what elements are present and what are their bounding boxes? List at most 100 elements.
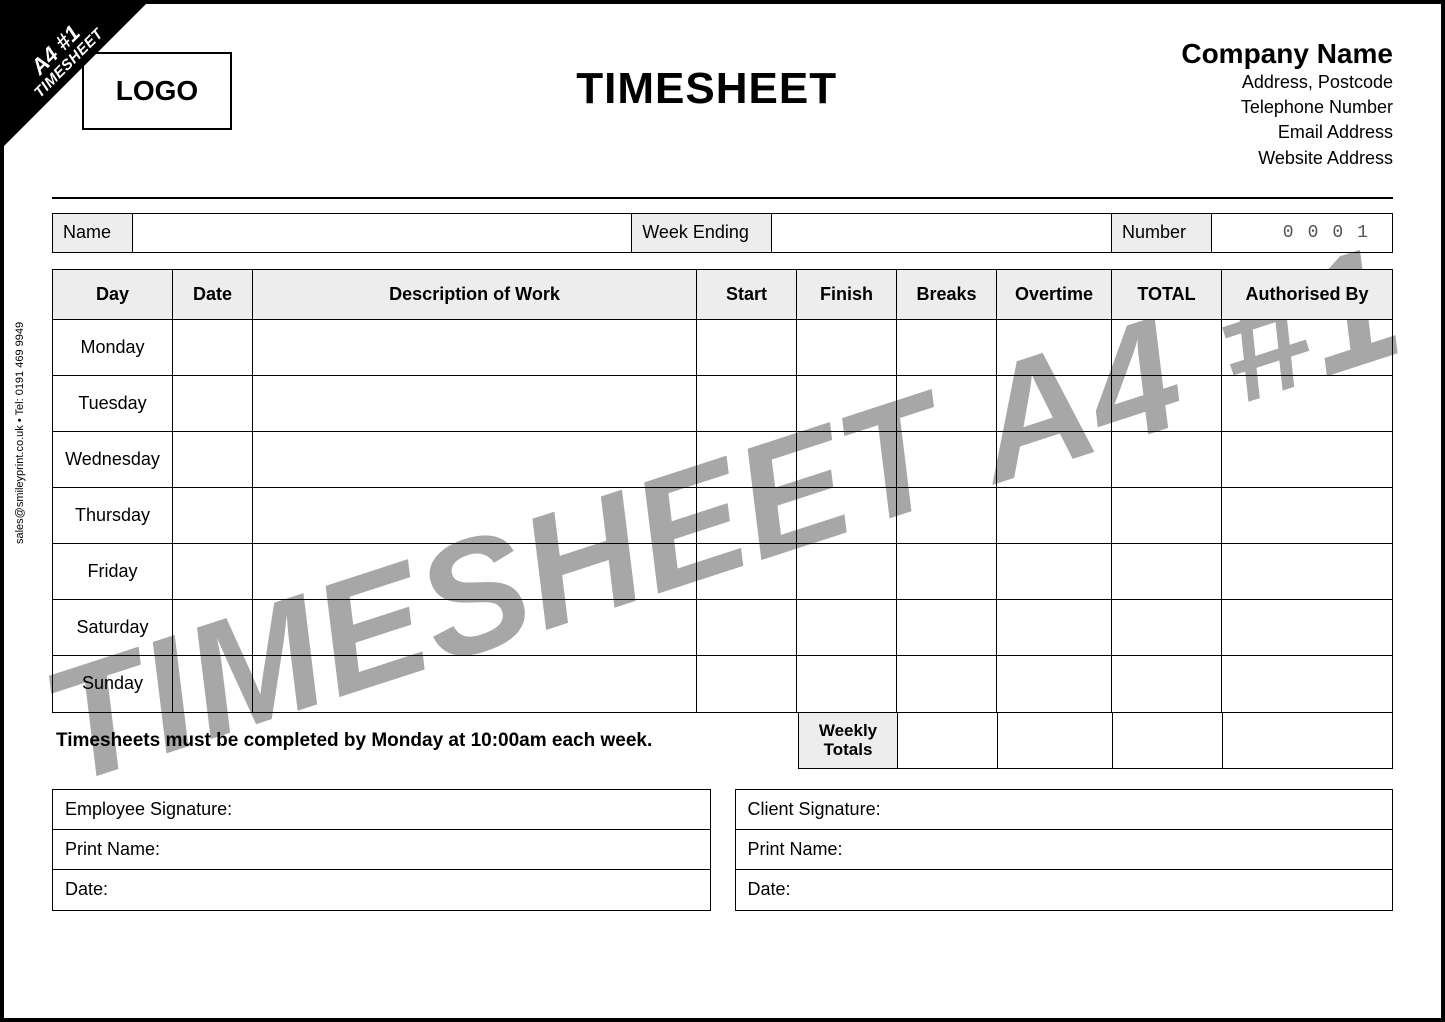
printer-sidetext: sales@smileyprint.co.uk • Tel: 0191 469 … [14,322,26,544]
cell-tuesday-description-of-work[interactable] [253,376,697,432]
cell-saturday-date[interactable] [173,600,253,656]
header-row: LOGO TIMESHEET Company Name Address, Pos… [52,34,1393,171]
cell-thursday-finish[interactable] [797,488,897,544]
cell-sunday-finish[interactable] [797,656,897,712]
weekly-total-overtime[interactable] [998,713,1113,769]
cell-thursday-breaks[interactable] [897,488,997,544]
info-row: Name Week Ending Number 0001 [52,213,1393,253]
cell-sunday-overtime[interactable] [997,656,1112,712]
cell-friday-total[interactable] [1112,544,1222,600]
weekly-totals-label: Weekly Totals [798,713,898,769]
col-header-date: Date [173,270,253,320]
company-email: Email Address [1181,120,1393,145]
cell-wednesday-overtime[interactable] [997,432,1112,488]
cell-saturday-overtime[interactable] [997,600,1112,656]
name-input[interactable] [133,214,632,252]
cell-sunday-total[interactable] [1112,656,1222,712]
cell-wednesday-total[interactable] [1112,432,1222,488]
employee-signature-label[interactable]: Employee Signature: [53,790,710,830]
cell-tuesday-date[interactable] [173,376,253,432]
cell-thursday-total[interactable] [1112,488,1222,544]
weekly-total-breaks[interactable] [898,713,998,769]
company-phone: Telephone Number [1181,95,1393,120]
cell-saturday-total[interactable] [1112,600,1222,656]
company-address: Address, Postcode [1181,70,1393,95]
name-label: Name [53,214,133,252]
cell-tuesday-authorised-by[interactable] [1222,376,1392,432]
col-header-overtime: Overtime [997,270,1112,320]
cell-monday-description-of-work[interactable] [253,320,697,376]
week-ending-label: Week Ending [632,214,772,252]
timesheet-table: DayDateDescription of WorkStartFinishBre… [52,269,1393,713]
cell-monday-date[interactable] [173,320,253,376]
cell-saturday-authorised-by[interactable] [1222,600,1392,656]
employee-signature-block: Employee Signature: Print Name: Date: [52,789,711,911]
client-date-label[interactable]: Date: [736,870,1393,910]
cell-saturday-finish[interactable] [797,600,897,656]
cell-monday-finish[interactable] [797,320,897,376]
cell-thursday-description-of-work[interactable] [253,488,697,544]
number-label: Number [1112,214,1212,252]
cell-friday-start[interactable] [697,544,797,600]
cell-tuesday-finish[interactable] [797,376,897,432]
header-divider [52,197,1393,199]
cell-sunday-description-of-work[interactable] [253,656,697,712]
cell-tuesday-breaks[interactable] [897,376,997,432]
content-area: LOGO TIMESHEET Company Name Address, Pos… [4,4,1441,1018]
completion-note: Timesheets must be completed by Monday a… [52,713,798,769]
cell-thursday-start[interactable] [697,488,797,544]
day-label-sunday: Sunday [53,656,173,712]
day-label-tuesday: Tuesday [53,376,173,432]
cell-friday-finish[interactable] [797,544,897,600]
cell-tuesday-start[interactable] [697,376,797,432]
company-block: Company Name Address, Postcode Telephone… [1181,38,1393,171]
cell-monday-authorised-by[interactable] [1222,320,1392,376]
cell-monday-total[interactable] [1112,320,1222,376]
employee-date-label[interactable]: Date: [53,870,710,910]
company-website: Website Address [1181,146,1393,171]
cell-sunday-start[interactable] [697,656,797,712]
cell-wednesday-description-of-work[interactable] [253,432,697,488]
signatures-row: Employee Signature: Print Name: Date: Cl… [52,789,1393,911]
cell-tuesday-overtime[interactable] [997,376,1112,432]
timesheet-page: A4 #1 TIMESHEET TIMESHEET A4 #1 sales@sm… [0,0,1445,1022]
cell-friday-breaks[interactable] [897,544,997,600]
page-title: TIMESHEET [576,64,837,114]
cell-friday-description-of-work[interactable] [253,544,697,600]
cell-saturday-breaks[interactable] [897,600,997,656]
cell-thursday-overtime[interactable] [997,488,1112,544]
col-header-start: Start [697,270,797,320]
cell-monday-overtime[interactable] [997,320,1112,376]
col-header-day: Day [53,270,173,320]
client-print-name-label[interactable]: Print Name: [736,830,1393,870]
cell-sunday-authorised-by[interactable] [1222,656,1392,712]
cell-sunday-breaks[interactable] [897,656,997,712]
cell-sunday-date[interactable] [173,656,253,712]
cell-friday-authorised-by[interactable] [1222,544,1392,600]
cell-thursday-date[interactable] [173,488,253,544]
cell-saturday-start[interactable] [697,600,797,656]
totals-row: Timesheets must be completed by Monday a… [52,713,1393,769]
weekly-total-auth[interactable] [1223,713,1393,769]
cell-saturday-description-of-work[interactable] [253,600,697,656]
cell-wednesday-authorised-by[interactable] [1222,432,1392,488]
cell-tuesday-total[interactable] [1112,376,1222,432]
col-header-finish: Finish [797,270,897,320]
col-header-total: TOTAL [1112,270,1222,320]
weekly-total-total[interactable] [1113,713,1223,769]
client-signature-block: Client Signature: Print Name: Date: [735,789,1394,911]
cell-wednesday-breaks[interactable] [897,432,997,488]
week-ending-input[interactable] [772,214,1112,252]
employee-print-name-label[interactable]: Print Name: [53,830,710,870]
cell-thursday-authorised-by[interactable] [1222,488,1392,544]
cell-wednesday-finish[interactable] [797,432,897,488]
cell-friday-overtime[interactable] [997,544,1112,600]
cell-wednesday-date[interactable] [173,432,253,488]
cell-wednesday-start[interactable] [697,432,797,488]
col-header-authorised-by: Authorised By [1222,270,1392,320]
cell-monday-start[interactable] [697,320,797,376]
cell-friday-date[interactable] [173,544,253,600]
client-signature-label[interactable]: Client Signature: [736,790,1393,830]
cell-monday-breaks[interactable] [897,320,997,376]
col-header-description-of-work: Description of Work [253,270,697,320]
